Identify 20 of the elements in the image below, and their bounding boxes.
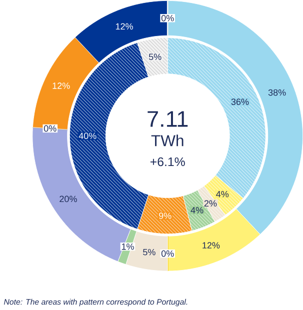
data-label: 38% <box>268 89 286 96</box>
data-label: 12% <box>52 82 70 89</box>
data-label: 2% <box>204 200 217 207</box>
text: 0% <box>44 125 56 132</box>
data-label: 9% <box>159 212 172 219</box>
text: 7.11 <box>148 111 188 127</box>
data-label: 20% <box>60 196 77 202</box>
data-label: 5% <box>148 54 162 60</box>
data-label: 5% <box>143 248 156 256</box>
text: +6.1% <box>150 157 185 166</box>
data-label: 12% <box>116 23 133 30</box>
data-label: 36% <box>231 98 249 105</box>
data-label: 40% <box>78 132 96 140</box>
data-label: 12% <box>202 242 220 248</box>
data-label: 4% <box>216 191 229 198</box>
data-label: 4% <box>190 207 204 214</box>
text: 0% <box>161 14 174 22</box>
text: TWh <box>151 134 184 146</box>
data-label: 1% <box>122 243 134 250</box>
text: 0% <box>161 250 174 257</box>
